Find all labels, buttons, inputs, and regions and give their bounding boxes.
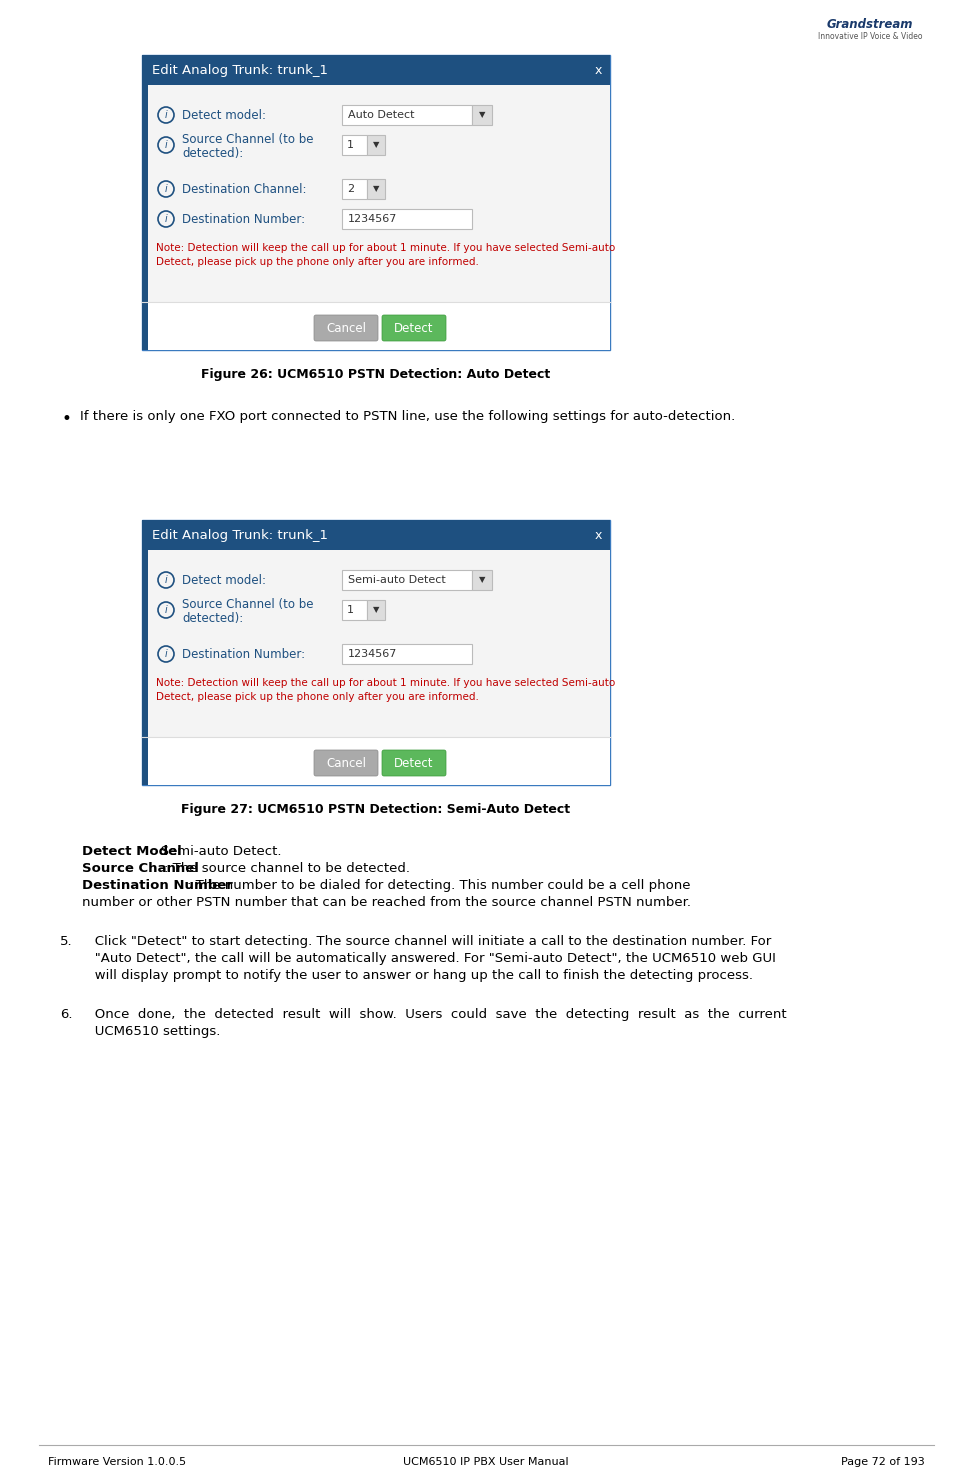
FancyBboxPatch shape bbox=[142, 520, 610, 785]
Text: number or other PSTN number that can be reached from the source channel PSTN num: number or other PSTN number that can be … bbox=[82, 897, 691, 908]
Text: 1234567: 1234567 bbox=[348, 648, 397, 659]
Text: Figure 27: UCM6510 PSTN Detection: Semi-Auto Detect: Figure 27: UCM6510 PSTN Detection: Semi-… bbox=[181, 803, 570, 816]
Text: Innovative IP Voice & Video: Innovative IP Voice & Video bbox=[817, 32, 922, 41]
Text: Detect Model: Detect Model bbox=[82, 845, 182, 858]
Text: "Auto Detect", the call will be automatically answered. For "Semi-auto Detect", : "Auto Detect", the call will be automati… bbox=[82, 953, 775, 964]
FancyBboxPatch shape bbox=[142, 54, 610, 350]
Text: Edit Analog Trunk: trunk_1: Edit Analog Trunk: trunk_1 bbox=[152, 63, 328, 76]
Text: Detect model:: Detect model: bbox=[182, 573, 266, 587]
Text: 2: 2 bbox=[347, 184, 354, 194]
Text: : The source channel to be detected.: : The source channel to be detected. bbox=[163, 861, 410, 875]
Text: Destination Number: Destination Number bbox=[82, 879, 233, 892]
Text: Destination Number:: Destination Number: bbox=[182, 647, 306, 660]
Text: i: i bbox=[164, 184, 167, 194]
FancyBboxPatch shape bbox=[342, 104, 472, 125]
FancyBboxPatch shape bbox=[367, 179, 385, 198]
Text: Detect, please pick up the phone only after you are informed.: Detect, please pick up the phone only af… bbox=[156, 257, 479, 268]
FancyBboxPatch shape bbox=[342, 209, 472, 229]
Text: i: i bbox=[164, 140, 167, 150]
Text: Detect: Detect bbox=[394, 322, 434, 335]
FancyBboxPatch shape bbox=[342, 135, 367, 154]
Text: will display prompt to notify the user to answer or hang up the call to finish t: will display prompt to notify the user t… bbox=[82, 969, 753, 982]
Text: i: i bbox=[164, 606, 167, 614]
Text: Firmware Version 1.0.0.5: Firmware Version 1.0.0.5 bbox=[48, 1457, 186, 1467]
Text: x: x bbox=[595, 529, 601, 541]
Text: : Semi-auto Detect.: : Semi-auto Detect. bbox=[152, 845, 282, 858]
Text: detected):: detected): bbox=[182, 612, 243, 625]
Text: x: x bbox=[595, 63, 601, 76]
FancyBboxPatch shape bbox=[382, 750, 446, 776]
Text: Note: Detection will keep the call up for about 1 minute. If you have selected S: Note: Detection will keep the call up fo… bbox=[156, 678, 615, 688]
FancyBboxPatch shape bbox=[142, 550, 148, 785]
Text: ▼: ▼ bbox=[479, 110, 486, 119]
Text: Detect model:: Detect model: bbox=[182, 109, 266, 122]
Text: ▼: ▼ bbox=[373, 606, 379, 614]
Text: Source Channel: Source Channel bbox=[82, 861, 198, 875]
Text: Cancel: Cancel bbox=[326, 322, 366, 335]
FancyBboxPatch shape bbox=[342, 179, 367, 198]
Text: 1: 1 bbox=[347, 140, 354, 150]
Text: 1: 1 bbox=[347, 606, 354, 614]
Text: Source Channel (to be: Source Channel (to be bbox=[182, 597, 313, 610]
Text: ▼: ▼ bbox=[373, 141, 379, 150]
FancyBboxPatch shape bbox=[367, 135, 385, 154]
Text: i: i bbox=[164, 110, 167, 121]
FancyBboxPatch shape bbox=[367, 600, 385, 620]
Text: Auto Detect: Auto Detect bbox=[348, 110, 414, 121]
Text: UCM6510 settings.: UCM6510 settings. bbox=[82, 1025, 220, 1038]
Text: 6.: 6. bbox=[60, 1008, 73, 1022]
Text: ▼: ▼ bbox=[373, 185, 379, 194]
Text: detected):: detected): bbox=[182, 147, 243, 160]
FancyBboxPatch shape bbox=[142, 85, 148, 350]
Text: Edit Analog Trunk: trunk_1: Edit Analog Trunk: trunk_1 bbox=[152, 529, 328, 541]
FancyBboxPatch shape bbox=[148, 736, 610, 785]
Text: 1234567: 1234567 bbox=[348, 215, 397, 223]
Text: Note: Detection will keep the call up for about 1 minute. If you have selected S: Note: Detection will keep the call up fo… bbox=[156, 243, 615, 253]
Text: Source Channel (to be: Source Channel (to be bbox=[182, 132, 313, 146]
FancyBboxPatch shape bbox=[472, 104, 492, 125]
FancyBboxPatch shape bbox=[148, 550, 610, 785]
Text: : The number to be dialed for detecting. This number could be a cell phone: : The number to be dialed for detecting.… bbox=[187, 879, 691, 892]
Text: Once  done,  the  detected  result  will  show.  Users  could  save  the  detect: Once done, the detected result will show… bbox=[82, 1008, 786, 1022]
FancyBboxPatch shape bbox=[342, 570, 472, 589]
Text: UCM6510 IP PBX User Manual: UCM6510 IP PBX User Manual bbox=[403, 1457, 569, 1467]
FancyBboxPatch shape bbox=[382, 315, 446, 341]
Text: Destination Number:: Destination Number: bbox=[182, 213, 306, 225]
FancyBboxPatch shape bbox=[314, 315, 378, 341]
FancyBboxPatch shape bbox=[148, 301, 610, 350]
Text: Detect, please pick up the phone only after you are informed.: Detect, please pick up the phone only af… bbox=[156, 692, 479, 703]
Text: i: i bbox=[164, 575, 167, 585]
Text: Grandstream: Grandstream bbox=[827, 18, 914, 31]
Text: Figure 26: UCM6510 PSTN Detection: Auto Detect: Figure 26: UCM6510 PSTN Detection: Auto … bbox=[201, 368, 551, 381]
FancyBboxPatch shape bbox=[472, 570, 492, 589]
Text: ▼: ▼ bbox=[479, 575, 486, 585]
Text: Detect: Detect bbox=[394, 757, 434, 769]
FancyBboxPatch shape bbox=[142, 54, 610, 85]
Text: Semi-auto Detect: Semi-auto Detect bbox=[348, 575, 446, 585]
Text: i: i bbox=[164, 215, 167, 223]
Text: Click "Detect" to start detecting. The source channel will initiate a call to th: Click "Detect" to start detecting. The s… bbox=[82, 935, 772, 948]
FancyBboxPatch shape bbox=[342, 600, 367, 620]
Text: If there is only one FXO port connected to PSTN line, use the following settings: If there is only one FXO port connected … bbox=[80, 410, 736, 423]
FancyBboxPatch shape bbox=[314, 750, 378, 776]
Text: Cancel: Cancel bbox=[326, 757, 366, 769]
Text: Destination Channel:: Destination Channel: bbox=[182, 182, 306, 196]
Text: i: i bbox=[164, 648, 167, 659]
FancyBboxPatch shape bbox=[342, 644, 472, 664]
FancyBboxPatch shape bbox=[142, 520, 610, 550]
Text: Page 72 of 193: Page 72 of 193 bbox=[842, 1457, 925, 1467]
Text: 5.: 5. bbox=[60, 935, 73, 948]
Text: •: • bbox=[62, 410, 72, 428]
FancyBboxPatch shape bbox=[148, 85, 610, 350]
